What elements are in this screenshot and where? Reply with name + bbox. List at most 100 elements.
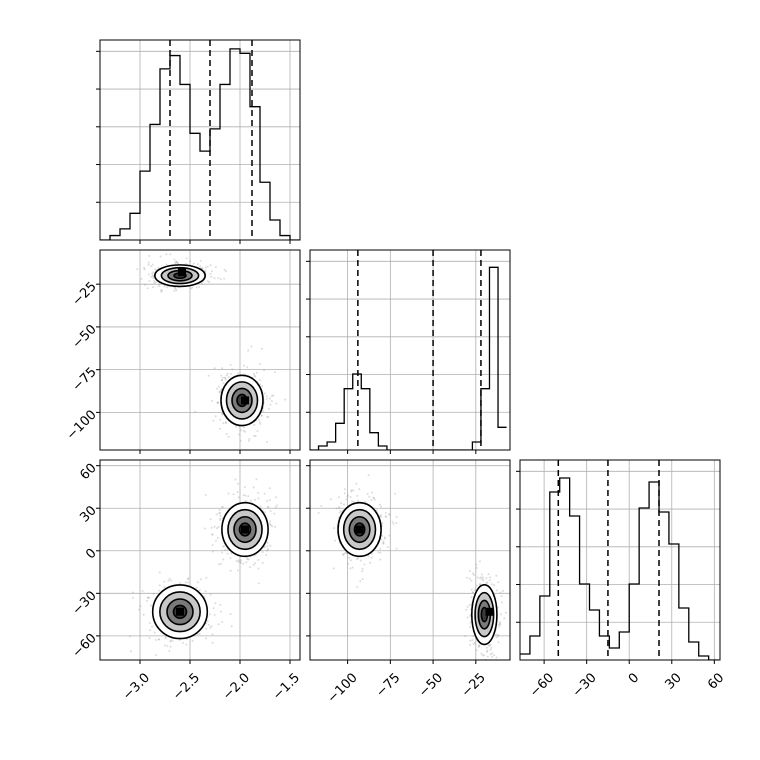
scatter-point (218, 512, 221, 514)
scatter-point (476, 576, 479, 579)
scatter-point (477, 644, 480, 647)
scatter-point (185, 643, 188, 646)
scatter-point (497, 633, 500, 636)
scatter-point (147, 273, 150, 276)
scatter-point (160, 290, 163, 293)
scatter-point (209, 264, 212, 267)
scatter-point (229, 569, 232, 572)
scatter-point (491, 652, 494, 655)
scatter-point (201, 267, 204, 270)
scatter-point (492, 584, 495, 587)
scatter-point (209, 593, 212, 596)
scatter-point (394, 492, 397, 495)
scatter-point (351, 566, 354, 569)
scatter-point (245, 556, 248, 559)
scatter-point (211, 400, 213, 402)
histogram-grid-p1 (310, 250, 510, 450)
scatter-point (477, 645, 480, 648)
scatter-point (261, 561, 264, 564)
scatter-point (379, 515, 381, 518)
scatter-point (265, 395, 268, 398)
scatter-point (175, 260, 178, 263)
scatter-point (343, 492, 346, 495)
scatter-point (274, 525, 277, 528)
scatter-point (242, 562, 245, 565)
scatter-point (501, 590, 504, 592)
scatter-point (219, 514, 222, 517)
scatter-point (195, 586, 198, 589)
scatter-point (338, 507, 341, 510)
scatter-point (235, 559, 238, 562)
scatter-point (377, 551, 380, 554)
scatter-point (332, 567, 335, 570)
scatter-point (220, 562, 222, 565)
scatter-point (192, 262, 195, 265)
scatter-point (174, 261, 177, 264)
scatter-point (217, 401, 219, 404)
scatter-point (493, 654, 496, 657)
scatter-point (267, 548, 270, 551)
scatter-point (211, 533, 214, 536)
scatter-point (358, 488, 361, 491)
scatter-point (320, 505, 323, 507)
scatter-point (363, 563, 366, 566)
scatter-point (208, 613, 211, 616)
scatter-point (253, 374, 256, 377)
scatter-point (472, 573, 475, 576)
scatter-point (370, 499, 373, 502)
scatter-point (129, 650, 132, 653)
scatter-point (367, 474, 370, 477)
scatter-point (221, 551, 224, 554)
scatter-point (210, 275, 213, 278)
scatter-point (253, 435, 256, 437)
scatter-point (465, 608, 468, 611)
scatter-point (221, 413, 224, 415)
scatter-point (243, 364, 246, 367)
scatter-point (237, 559, 240, 562)
scatter-point (372, 496, 375, 499)
scatter-point (355, 482, 358, 485)
scatter-point (219, 517, 222, 520)
scatter-point (210, 526, 213, 529)
scatter-point (478, 583, 481, 586)
scatter-point (261, 551, 264, 553)
scatter-point (359, 580, 362, 583)
scatter-point (167, 579, 170, 582)
scatter-point (132, 597, 135, 599)
scatter-point (370, 552, 373, 555)
scatter-point (395, 547, 398, 550)
scatter-point (464, 635, 467, 638)
scatter-point (252, 486, 255, 489)
density-panel-p1-p2 (306, 459, 511, 664)
scatter-point (268, 487, 271, 490)
scatter-point (357, 557, 359, 560)
scatter-point (373, 498, 376, 501)
scatter-point (236, 491, 239, 493)
scatter-point (486, 581, 489, 584)
scatter-point (148, 637, 151, 639)
scatter-point (242, 429, 245, 432)
scatter-point (375, 509, 378, 511)
scatter-point (152, 592, 155, 595)
scatter-point (497, 581, 500, 584)
scatter-point (352, 489, 355, 492)
scatter-point (225, 374, 228, 377)
scatter-point (249, 566, 251, 569)
scatter-point (250, 345, 253, 348)
scatter-point (254, 435, 257, 437)
scatter-point (255, 478, 258, 481)
x-tick-label: −30 (570, 670, 600, 700)
scatter-point (225, 433, 228, 436)
scatter-point (329, 498, 332, 501)
scatter-point (248, 439, 251, 442)
scatter-point (206, 280, 209, 282)
scatter-point (468, 569, 471, 572)
density-frame (309, 459, 511, 661)
x-tick-label: −100 (325, 670, 361, 706)
scatter-point (174, 287, 177, 290)
scatter-point (384, 512, 387, 514)
scatter-point (261, 385, 264, 388)
histogram-p0-frame (99, 39, 301, 241)
scatter-point (169, 640, 172, 643)
